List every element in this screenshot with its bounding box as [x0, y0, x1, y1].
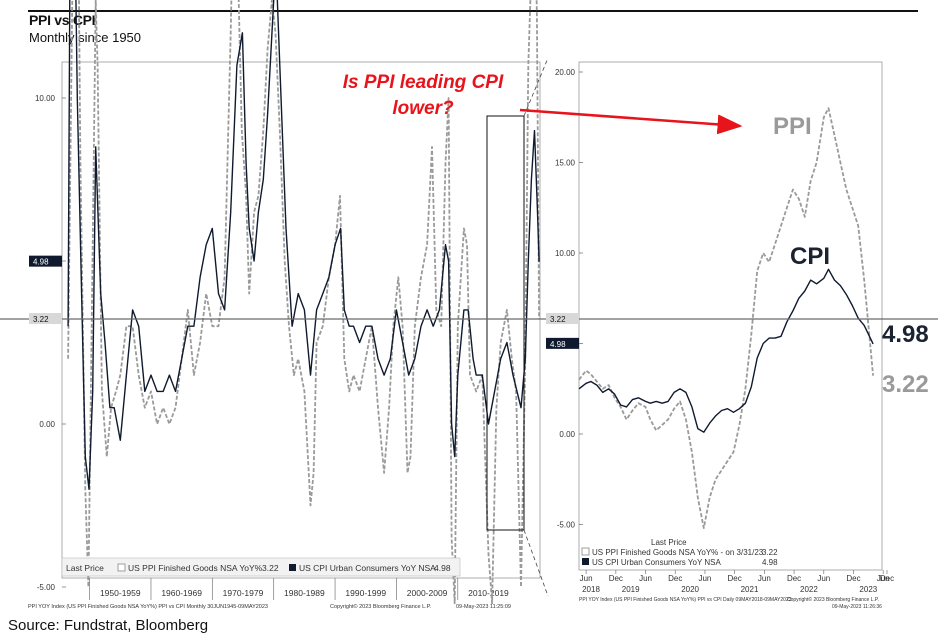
left-legend-box: [61, 557, 461, 577]
left-footer: PPI YOY Index (US PPI Finished Goods NSA…: [28, 604, 268, 610]
zoom-connector-top: [523, 57, 549, 117]
right-ppi-line: [578, 107, 874, 529]
right-x-tick-label: Jun: [817, 574, 830, 583]
left-y-tick-label: -5.00: [37, 583, 56, 592]
right-legend: Last Price US PPI Finished Goods NSA YoY…: [581, 538, 778, 567]
right-x-tick-label: Dec: [880, 574, 894, 583]
left-copyright: Copyright© 2023 Bloomberg Finance L.P.: [330, 603, 432, 610]
right-cpi-tag: 4.98: [550, 340, 566, 349]
right-footer: PPI YOY Index (US PPI Finished Goods NSA…: [579, 597, 792, 603]
left-x-tick-label: 1960-1969: [161, 588, 202, 598]
cpi-value-label: 4.98: [882, 321, 929, 348]
annotation-question: Is PPI leading CPI lower?: [342, 72, 504, 119]
zoom-connector-bottom: [523, 529, 549, 597]
left-cpi-tag: 4.98: [33, 258, 49, 267]
right-x-tick-label: Jun: [639, 574, 652, 583]
right-x-tick-label: Dec: [668, 574, 682, 583]
right-x-tick-label: Jun: [580, 574, 593, 583]
left-timestamp: 09-May-2023 11:25:09: [456, 604, 511, 610]
left-ppi-tag: 3.22: [33, 315, 49, 324]
right-legend-ppi-name: US PPI Finished Goods NSA YoY% - on 3/31…: [592, 548, 764, 557]
annotation-arrow: [519, 108, 743, 135]
right-y-tick-label: 15.00: [555, 159, 576, 168]
left-x-tick-label: 1970-1979: [223, 588, 264, 598]
right-y-tick-label: 10.00: [555, 249, 576, 258]
right-x-tick-label: Jun: [758, 574, 771, 583]
right-x-tick-label: Dec: [728, 574, 742, 583]
left-legend-cpi-name: US CPI Urban Consumers YoY NSA: [299, 563, 436, 573]
right-legend-header: Last Price: [651, 538, 687, 547]
right-x-year-label: 2020: [681, 585, 699, 594]
right-timestamp: 09-May-2023 11:26:36: [832, 604, 882, 610]
cpi-series-label: CPI: [790, 243, 830, 270]
left-x-tick-label: 1990-1999: [345, 588, 386, 598]
ppi-value-label: 3.22: [882, 371, 929, 398]
right-ppi-tag-bg: [546, 313, 579, 325]
left-highlight-box: [486, 115, 525, 531]
right-y-tick-label: -5.00: [557, 521, 576, 530]
left-x-tick-label: 1980-1989: [284, 588, 325, 598]
left-legend-ppi-value: 3.22: [262, 563, 279, 573]
left-legend-cpi-value: 4.98: [434, 563, 451, 573]
left-plot-frame: [61, 61, 541, 579]
right-copyright: Copyright© 2023 Bloomberg Finance L.P.: [787, 596, 879, 603]
title-rule: [28, 10, 918, 12]
right-ppi-tag: 3.22: [550, 315, 566, 324]
right-y-tick-label: 20.00: [555, 68, 576, 77]
left-legend-ppi-name: US PPI Finished Goods NSA YoY%: [128, 563, 263, 573]
left-x-tick-label: 2010-2019: [468, 588, 509, 598]
left-series-group: [67, 0, 540, 605]
right-x-tick-label: Dec: [609, 574, 623, 583]
right-x-year-label: 2021: [741, 585, 759, 594]
right-cpi-line: [578, 268, 874, 433]
left-x-axis: 1950-1959 1960-1969 1970-1979 1980-1989 1990…: [89, 578, 509, 600]
left-axis-tags: 4.98 3.22: [29, 255, 62, 325]
right-x-tick-label: Jun: [877, 574, 890, 583]
left-legend-header: Last Price: [66, 563, 104, 573]
right-plot-frame: [578, 61, 883, 571]
chart-subtitle: Monthly since 1950: [29, 30, 142, 45]
right-series-group: [578, 107, 874, 529]
right-legend-ppi-swatch: [581, 547, 590, 556]
left-x-tick-label: 1950-1959: [100, 588, 141, 598]
left-legend-ppi-swatch: [117, 563, 126, 572]
left-x-tick-label: 2000-2009: [407, 588, 448, 598]
right-cpi-tag-bg: [546, 337, 579, 349]
right-x-year-label: 2022: [800, 585, 818, 594]
ppi-series-label: PPI: [773, 113, 812, 140]
right-x-tick-label: Jun: [698, 574, 711, 583]
right-legend-cpi-swatch: [582, 558, 589, 565]
left-ppi-tag-bg: [29, 313, 62, 325]
right-x-year-label: 2019: [622, 585, 640, 594]
right-axis-tags: 4.98 3.22: [546, 313, 579, 349]
right-legend-ppi-value: 3.22: [762, 548, 778, 557]
right-x-axis: Jun Dec Jun Dec Jun Dec Jun Dec Jun Dec JunDec2018…: [580, 570, 894, 594]
right-x-year-label: 2018: [582, 585, 600, 594]
left-cpi-line: [67, 0, 540, 490]
right-legend-cpi-name: US CPI Urban Consumers YoY NSA: [592, 558, 721, 567]
right-y-tick-label: 0.00: [559, 430, 575, 439]
left-cpi-tag-bg: [29, 255, 62, 267]
left-y-tick-label: 0.00: [39, 420, 55, 429]
left-ppi-line: [67, 0, 540, 605]
right-legend-cpi-value: 4.98: [762, 558, 778, 567]
source-note: Source: Fundstrat, Bloomberg: [8, 617, 209, 634]
left-legend: Last Price US PPI Finished Goods NSA YoY…: [61, 557, 461, 577]
left-legend-cpi-swatch: [289, 564, 296, 571]
right-x-year-label: 2023: [859, 585, 877, 594]
right-x-tick-label: Dec: [846, 574, 860, 583]
left-y-tick-label: 10.00: [35, 94, 56, 103]
right-x-tick-label: Dec: [787, 574, 801, 583]
